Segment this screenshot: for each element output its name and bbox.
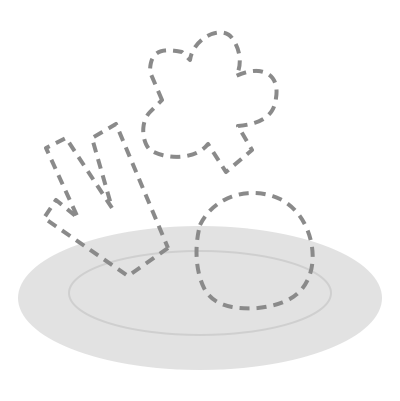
round-food-outline-icon	[194, 190, 315, 311]
plate-icon	[18, 226, 382, 370]
plate-rim	[68, 250, 332, 336]
fries-food-outline-icon	[42, 122, 170, 278]
cloud-food-outline-icon	[141, 30, 279, 174]
